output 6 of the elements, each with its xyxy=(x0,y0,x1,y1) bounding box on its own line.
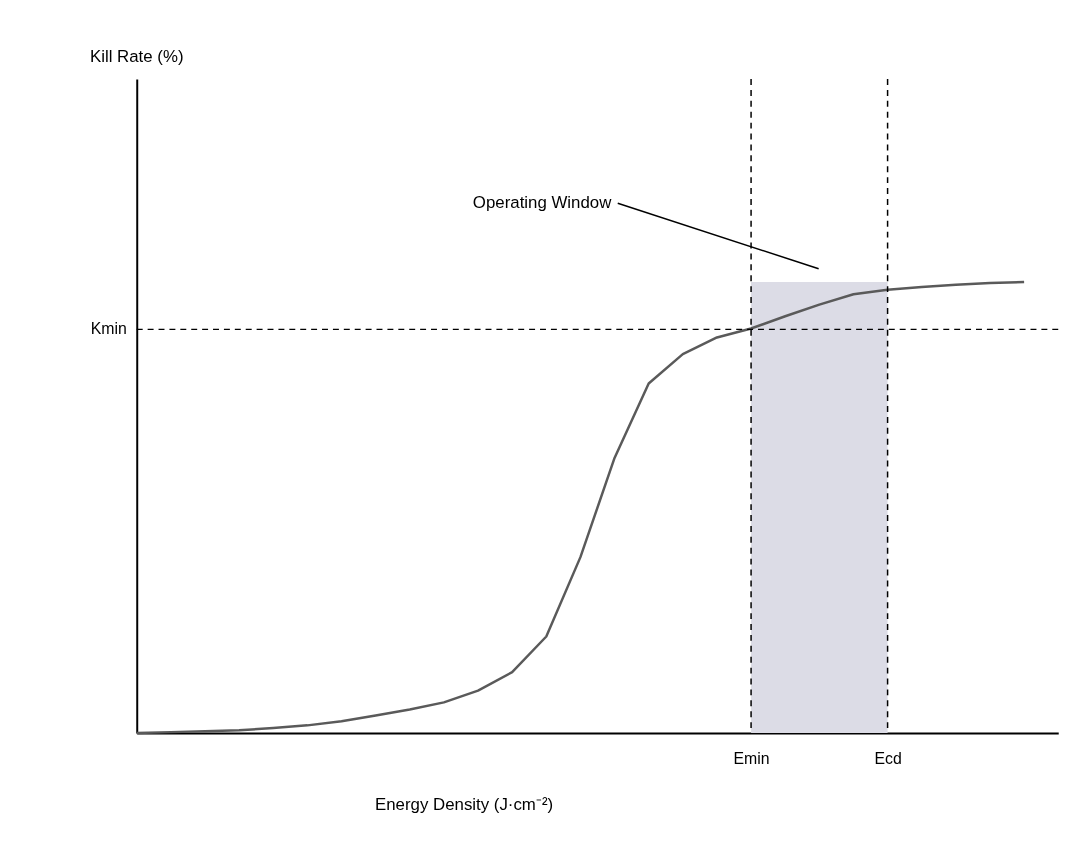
x-tick-label: Emin xyxy=(733,750,770,768)
text: Operating Window xyxy=(472,193,613,213)
x-tick-label: Ecd xyxy=(874,750,902,768)
x-axis-title: Energy Density (J·cm⁻²) xyxy=(375,794,554,814)
text: Kill Rate (%) xyxy=(89,47,184,67)
ref-line-label: Kmin xyxy=(90,320,127,338)
